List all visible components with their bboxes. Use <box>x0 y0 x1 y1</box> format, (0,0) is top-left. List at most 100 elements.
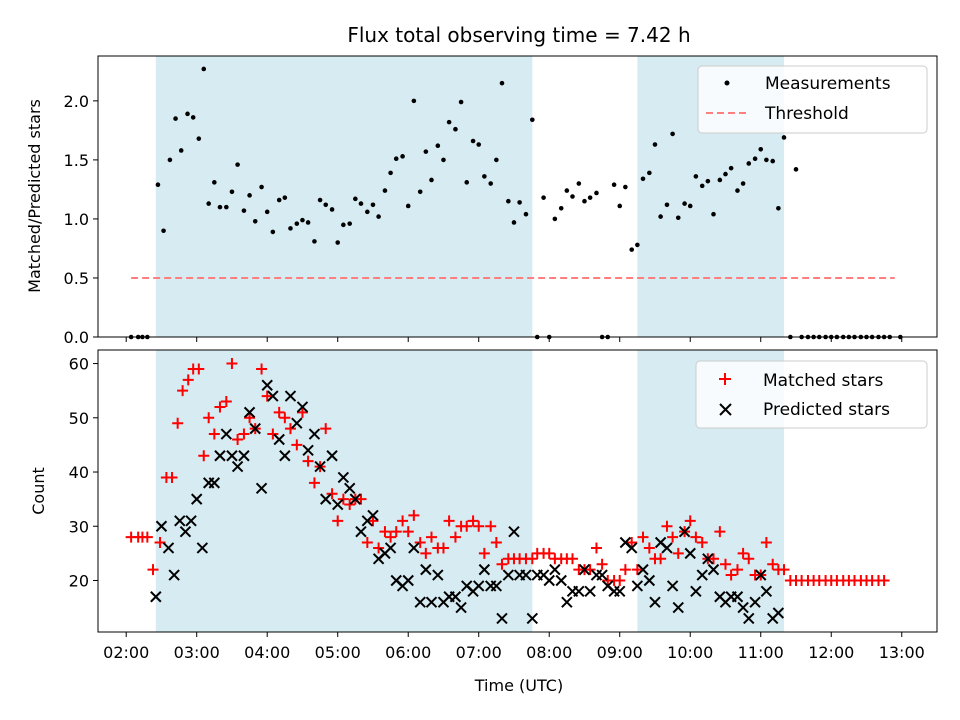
measurements-point <box>652 142 658 147</box>
predicted-stars-point <box>190 493 203 505</box>
predicted-stars-point <box>337 471 350 484</box>
x-tick-label: 13:00 <box>879 643 925 662</box>
measurements-point <box>558 206 564 211</box>
matched-stars-point <box>220 396 232 408</box>
predicted-stars-point <box>578 563 591 576</box>
measurements-point <box>241 208 247 213</box>
legend-matched-marker <box>719 373 731 385</box>
matched-stars-point <box>714 526 726 538</box>
matched-stars-point <box>397 515 409 527</box>
predicted-stars-point <box>425 596 438 608</box>
measurements-point <box>224 204 229 210</box>
matched-stars-point <box>355 493 367 505</box>
matched-stars-point <box>437 542 449 554</box>
measurements-point <box>781 135 787 140</box>
matched-stars-point <box>661 520 673 532</box>
measurements-point <box>417 189 423 195</box>
predicted-stars-point <box>314 460 326 473</box>
predicted-stars-point <box>707 563 720 576</box>
top-y-tick-label: 1.5 <box>64 151 89 170</box>
measurements-point <box>735 188 740 193</box>
matched-stars-point <box>725 569 737 581</box>
measurements-point <box>305 220 311 225</box>
measurements-point <box>793 167 799 172</box>
figure-title: Flux total observing time = 7.42 h <box>347 23 690 47</box>
predicted-stars-point <box>614 585 626 598</box>
matched-stars-point <box>708 553 720 565</box>
measurements-point <box>411 98 417 104</box>
matched-stars-point <box>203 412 215 424</box>
measurements-point <box>552 216 558 222</box>
bottom-y-tick-label: 30 <box>69 517 89 536</box>
top-panel: 0.00.51.01.52.0 Matched/Predicted stars … <box>25 55 938 347</box>
matched-stars-point <box>490 537 502 549</box>
predicted-stars-point <box>162 542 175 554</box>
measurements-point <box>764 157 769 163</box>
legend-matched-label: Matched stars <box>763 371 883 391</box>
predicted-stars-point <box>526 612 539 625</box>
measurements-point <box>658 214 663 219</box>
matched-stars-point <box>743 553 755 565</box>
measurements-point <box>506 198 511 204</box>
x-tick-label: 12:00 <box>808 643 854 662</box>
predicted-stars-point <box>284 390 297 402</box>
bottom-axes-frame <box>97 349 938 633</box>
measurements-point <box>282 195 288 200</box>
measurements-point <box>564 188 570 193</box>
top-legend-box <box>697 65 928 134</box>
matched-stars-point <box>326 488 338 500</box>
measurements-point <box>347 221 353 226</box>
predicted-stars-point <box>296 401 309 413</box>
matched-stars-point <box>147 564 159 576</box>
measurements-point <box>201 66 207 72</box>
predicted-stars-point <box>255 482 268 494</box>
predicted-stars-point <box>179 525 192 538</box>
matched-stars-point <box>637 531 649 543</box>
measurements-point <box>594 190 599 196</box>
matched-stars-point <box>425 531 437 543</box>
predicted-stars-point <box>226 450 238 462</box>
predicted-stars-point <box>402 574 414 587</box>
matched-stars-point <box>232 433 244 445</box>
bottom-panel: 02:00 03:00 04:00 05:00 06:00 07:00 08:00 09:00… <box>29 349 938 695</box>
x-tick-label: 04:00 <box>244 643 290 662</box>
predicted-stars-point <box>678 525 691 538</box>
predicted-stars-point <box>320 493 332 505</box>
matched-stars-point <box>696 537 708 549</box>
measurements-point <box>617 203 623 209</box>
predicted-stars-point <box>573 585 585 598</box>
matched-stars-point <box>361 537 373 549</box>
matched-stars-point <box>473 520 485 532</box>
predicted-stars-point <box>343 482 356 494</box>
matched-stars-point <box>296 406 308 418</box>
predicted-stars-point <box>208 477 221 489</box>
x-tick-label: 07:00 <box>456 643 502 662</box>
measurements-point <box>217 204 223 210</box>
measurements-point <box>635 242 640 248</box>
measurements-point <box>405 203 411 209</box>
predicted-stars-point <box>684 547 696 560</box>
matched-stars-point <box>154 537 166 549</box>
measurements-point <box>229 189 235 195</box>
measurements-point <box>717 177 723 183</box>
x-tick-label: 09:00 <box>597 643 643 662</box>
measurements-point <box>711 211 716 217</box>
predicted-stars-point <box>749 596 761 608</box>
x-tick-label: 06:00 <box>385 643 431 662</box>
measurements-point <box>746 161 752 166</box>
measurements-point <box>482 174 487 179</box>
matched-stars-point <box>256 363 268 375</box>
legend-measurements-label: Measurements <box>765 74 891 94</box>
measurements-point <box>523 211 529 217</box>
measurements-point <box>458 99 464 105</box>
matched-stars-point <box>320 423 332 435</box>
matched-stars-point <box>166 471 178 483</box>
matched-stars-point <box>172 417 184 429</box>
measurements-point <box>576 181 582 186</box>
measurements-point <box>664 202 670 208</box>
measurements-point <box>341 222 346 228</box>
matched-stars-point <box>626 537 638 549</box>
bottom-legend-box <box>695 360 928 429</box>
predicted-stars-point <box>420 563 432 576</box>
